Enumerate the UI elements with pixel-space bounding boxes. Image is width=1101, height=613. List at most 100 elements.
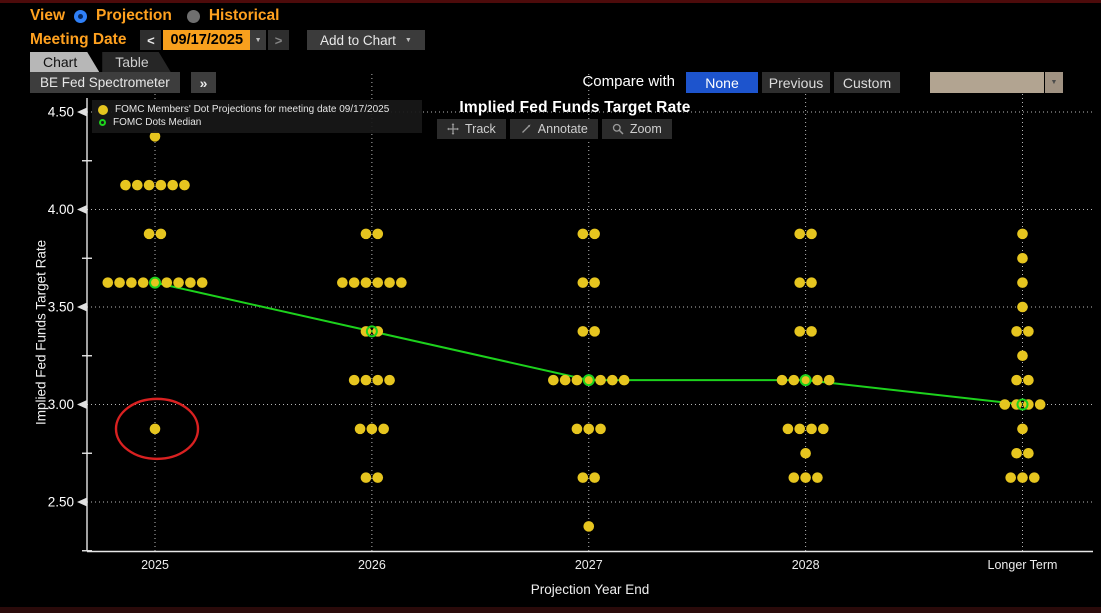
meeting-date-field[interactable]: 09/17/2025 xyxy=(163,30,251,50)
fomc-dot xyxy=(794,228,806,240)
y-tick-label: 4.50 xyxy=(48,105,74,120)
compare-custom-button[interactable]: Custom xyxy=(834,72,900,93)
median-ring xyxy=(582,374,595,387)
bottom-border-strip xyxy=(0,607,1101,613)
fomc-dot xyxy=(589,326,600,337)
fomc-dot xyxy=(1011,374,1022,386)
annotate-button[interactable]: Annotate xyxy=(509,119,598,139)
zoom-button[interactable]: Zoom xyxy=(601,119,672,139)
view-selector-row: View Projection Historical xyxy=(30,5,285,27)
fomc-dot xyxy=(396,277,407,288)
zoom-label: Zoom xyxy=(629,122,662,136)
fomc-dot xyxy=(1023,374,1034,386)
add-to-chart-button[interactable]: Add to Chart ▼ xyxy=(307,30,425,50)
x-tick-label: 2028 xyxy=(792,558,820,572)
fomc-dot xyxy=(1017,301,1028,313)
radio-projection[interactable] xyxy=(74,9,88,23)
track-button[interactable]: Track xyxy=(437,119,506,139)
dot-plot-canvas[interactable]: 4.50 4.00 3.50 3.00 2.50 2025 2026 2027 2028 Long… xyxy=(0,72,1101,607)
fomc-dot xyxy=(812,472,823,483)
fomc-dot xyxy=(1017,277,1028,288)
annotation-ellipse xyxy=(114,397,200,461)
caret-down-icon: ▼ xyxy=(1050,79,1058,86)
fomc-dot xyxy=(800,472,811,483)
fomc-dot xyxy=(384,374,395,386)
y-tick-arrow xyxy=(77,302,87,312)
fomc-dot xyxy=(372,374,384,386)
fomc-dot xyxy=(1017,252,1028,264)
fomc-dot xyxy=(1029,472,1040,483)
y-tick-arrow xyxy=(77,205,87,214)
fomc-dot xyxy=(196,277,208,288)
median-ring xyxy=(149,276,161,289)
fomc-dot xyxy=(1034,399,1046,410)
fomc-dot xyxy=(618,374,630,386)
meeting-date-row: Meeting Date < 09/17/2025 ▼ > Add to Cha… xyxy=(30,29,425,51)
fomc-dot xyxy=(179,179,190,191)
compare-previous-button[interactable]: Previous xyxy=(762,72,830,93)
fomc-dot xyxy=(1011,326,1022,337)
fomc-dot xyxy=(149,277,161,288)
date-dropdown-button[interactable]: ▼ xyxy=(250,30,267,50)
radio-historical-label[interactable]: Historical xyxy=(208,7,280,24)
fomc-dot xyxy=(577,326,589,337)
expand-button[interactable]: » xyxy=(191,72,216,93)
green-ring-marker-icon xyxy=(99,119,106,126)
y-tick-label: 4.00 xyxy=(48,202,74,217)
y-tick-label: 3.00 xyxy=(48,397,74,412)
fomc-dot xyxy=(818,423,829,435)
fomc-dot xyxy=(823,374,835,386)
fomc-dot xyxy=(1011,447,1022,459)
fomc-dot xyxy=(1023,326,1034,337)
legend-entry-dots: FOMC Members' Dot Projections for meetin… xyxy=(98,103,416,116)
fomc-dot xyxy=(595,374,606,386)
track-crosshair-icon xyxy=(447,123,459,135)
compare-select-caret-button[interactable]: ▼ xyxy=(1045,72,1063,93)
fomc-dot xyxy=(149,131,161,142)
fomc-dot xyxy=(1017,350,1028,362)
tab-bar: Chart Table xyxy=(30,52,171,72)
radio-historical[interactable] xyxy=(186,9,200,23)
fomc-dot xyxy=(583,521,595,532)
fomc-dot xyxy=(360,374,372,386)
fomc-dot xyxy=(378,423,389,435)
yellow-dot-marker-icon xyxy=(98,104,108,115)
compare-date-select[interactable] xyxy=(930,72,1044,93)
fomc-dot xyxy=(583,374,595,386)
fomc-dot xyxy=(577,472,589,483)
y-tick-arrow xyxy=(77,107,87,117)
be-fed-spectrometer-button[interactable]: BE Fed Spectrometer xyxy=(30,72,180,93)
fomc-dot xyxy=(559,374,571,386)
radio-projection-label[interactable]: Projection xyxy=(96,7,172,24)
x-axis-title: Projection Year End xyxy=(530,582,650,597)
fomc-dot xyxy=(812,374,823,386)
track-label: Track xyxy=(465,122,496,136)
fomc-dot xyxy=(167,179,178,191)
fomc-dot xyxy=(806,228,817,240)
fomc-dot xyxy=(348,374,360,386)
x-tick-label: Longer Term xyxy=(988,558,1058,572)
median-ring xyxy=(1016,398,1029,411)
compare-none-button[interactable]: None xyxy=(686,72,758,93)
fomc-dot xyxy=(372,472,384,483)
tab-chart[interactable]: Chart xyxy=(30,52,99,72)
fomc-dot xyxy=(548,374,559,386)
add-to-chart-label: Add to Chart xyxy=(320,32,396,48)
y-tick-label: 3.50 xyxy=(48,300,74,315)
y-tick-arrow xyxy=(77,400,87,409)
fomc-dot xyxy=(143,179,155,191)
fomc-dot xyxy=(354,423,366,435)
fomc-dot xyxy=(794,423,806,435)
fomc-dot xyxy=(384,277,395,288)
median-ring xyxy=(365,325,378,338)
zoom-magnifier-icon xyxy=(612,123,624,135)
fomc-dot xyxy=(583,423,595,435)
y-tick-label: 2.50 xyxy=(48,495,74,510)
next-date-button[interactable]: > xyxy=(268,30,290,50)
tab-table[interactable]: Table xyxy=(102,52,170,72)
previous-date-button[interactable]: < xyxy=(140,30,162,50)
fomc-dot xyxy=(143,228,155,240)
fomc-dot xyxy=(589,228,600,240)
x-tick-label: 2026 xyxy=(358,558,386,572)
legend-entry-label: FOMC Dots Median xyxy=(113,117,202,128)
